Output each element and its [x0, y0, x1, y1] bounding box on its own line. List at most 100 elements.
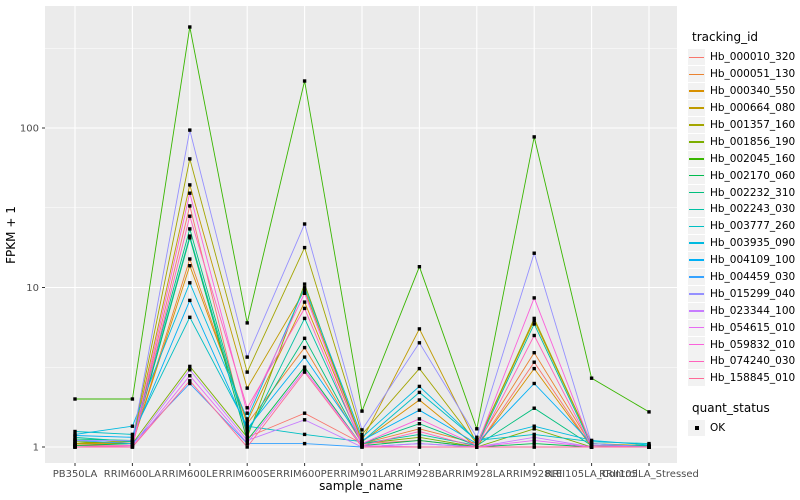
- x-tick-label: PB350LA: [53, 469, 98, 480]
- legend-item-label: Hb_059832_010: [710, 338, 796, 351]
- legend-line-icon: [689, 174, 704, 177]
- legend-line-icon: [689, 360, 704, 363]
- data-point: [360, 435, 364, 439]
- data-point: [647, 445, 651, 449]
- data-point: [188, 368, 192, 372]
- data-point: [417, 422, 422, 426]
- data-point: [475, 438, 479, 443]
- legend-key-swatch: [688, 235, 705, 252]
- data-point: [532, 427, 536, 431]
- legend-key-swatch: [688, 201, 705, 218]
- data-point: [245, 445, 249, 449]
- data-point: [589, 441, 594, 446]
- legend-key-swatch: [688, 100, 705, 117]
- data-point: [532, 424, 536, 428]
- data-point: [188, 281, 192, 285]
- x-tick-label: RRIM600LE: [162, 469, 218, 480]
- data-point: [302, 441, 307, 446]
- data-point: [73, 435, 77, 439]
- data-point: [188, 191, 192, 195]
- data-point: [245, 355, 249, 359]
- data-point: [417, 384, 422, 389]
- data-point: [417, 438, 422, 443]
- legend-key-swatch: [688, 167, 705, 184]
- legend-key-swatch: [688, 269, 705, 286]
- plot-panel: [45, 6, 677, 463]
- data-point: [302, 222, 307, 226]
- legend-item-Hb_002232_310: Hb_002232_310: [688, 184, 800, 201]
- legend-key-swatch: [688, 117, 705, 133]
- data-point: [188, 157, 192, 161]
- legend-item-Hb_004459_030: Hb_004459_030: [688, 269, 800, 286]
- x-tick-label: RRIM928BA: [390, 469, 448, 480]
- legend-title: tracking_id: [692, 30, 759, 44]
- data-point: [188, 227, 192, 231]
- y-tick-label: 1: [33, 443, 39, 454]
- data-point: [360, 428, 364, 432]
- quant-legend-title: quant_status: [692, 400, 770, 415]
- data-point: [245, 435, 249, 439]
- data-point: [245, 411, 249, 415]
- legend-item-label: Hb_002232_310: [710, 186, 796, 199]
- data-point: [417, 435, 422, 439]
- data-point: [417, 429, 422, 434]
- data-point: [360, 445, 364, 449]
- data-point: [73, 433, 77, 438]
- data-point: [245, 438, 249, 443]
- legend-line-icon: [689, 343, 704, 346]
- data-point: [532, 441, 536, 446]
- data-point: [302, 336, 307, 340]
- quant-legend-item: OK: [688, 420, 800, 437]
- legend-item-Hb_059832_010: Hb_059832_010: [688, 336, 800, 353]
- data-point: [245, 429, 249, 434]
- data-point: [417, 398, 422, 402]
- legend-item-Hb_002045_160: Hb_002045_160: [688, 150, 800, 167]
- legend-line-icon: [689, 326, 704, 329]
- data-point: [475, 427, 479, 431]
- data-point: [245, 424, 249, 428]
- data-point: [245, 441, 249, 445]
- data-point: [475, 441, 479, 446]
- data-point: [73, 429, 77, 434]
- data-point: [245, 432, 249, 437]
- legend-item-Hb_001856_190: Hb_001856_190: [688, 133, 800, 150]
- data-point: [532, 445, 536, 449]
- legend-item-label: Hb_015299_040: [710, 287, 796, 300]
- data-point: [188, 374, 192, 378]
- y-tick-label: 100: [20, 124, 39, 135]
- legend-item-label: Hb_004109_100: [710, 254, 796, 267]
- x-axis-title: sample_name: [319, 479, 403, 493]
- legend-key-swatch: [688, 353, 705, 370]
- data-point: [188, 214, 192, 218]
- legend-item-Hb_002170_060: Hb_002170_060: [688, 167, 800, 184]
- legend-key-swatch: [688, 370, 705, 387]
- data-point: [302, 282, 307, 286]
- data-point: [188, 128, 192, 132]
- legend-key-swatch: [688, 319, 705, 336]
- data-point: [532, 351, 536, 355]
- data-point: [130, 445, 135, 449]
- legend-item-Hb_015299_040: Hb_015299_040: [688, 285, 800, 302]
- data-point: [245, 427, 249, 431]
- data-point: [417, 441, 422, 446]
- data-point: [532, 366, 536, 371]
- data-point: [302, 245, 307, 250]
- y-axis-title: FPKM + 1: [4, 206, 18, 264]
- legend-item-Hb_054615_010: Hb_054615_010: [688, 319, 800, 336]
- x-tick-label: RRIM901LA: [333, 469, 390, 480]
- legend-line-icon: [689, 208, 704, 211]
- data-point: [302, 432, 307, 437]
- data-point: [532, 432, 536, 437]
- data-point: [73, 397, 77, 401]
- legend-items: Hb_000010_320 Hb_000051_130 Hb_000340_550 H…: [688, 49, 800, 387]
- data-point: [245, 406, 249, 410]
- data-point: [130, 441, 135, 446]
- data-point: [589, 445, 594, 449]
- legend-item-Hb_158845_010: Hb_158845_010: [688, 370, 800, 387]
- data-point: [188, 379, 192, 383]
- data-point: [647, 443, 651, 447]
- quant-legend-label: OK: [710, 422, 726, 435]
- legend-item-Hb_000010_320: Hb_000010_320: [688, 49, 800, 66]
- legend-key-swatch: [688, 336, 705, 353]
- data-point: [73, 438, 77, 443]
